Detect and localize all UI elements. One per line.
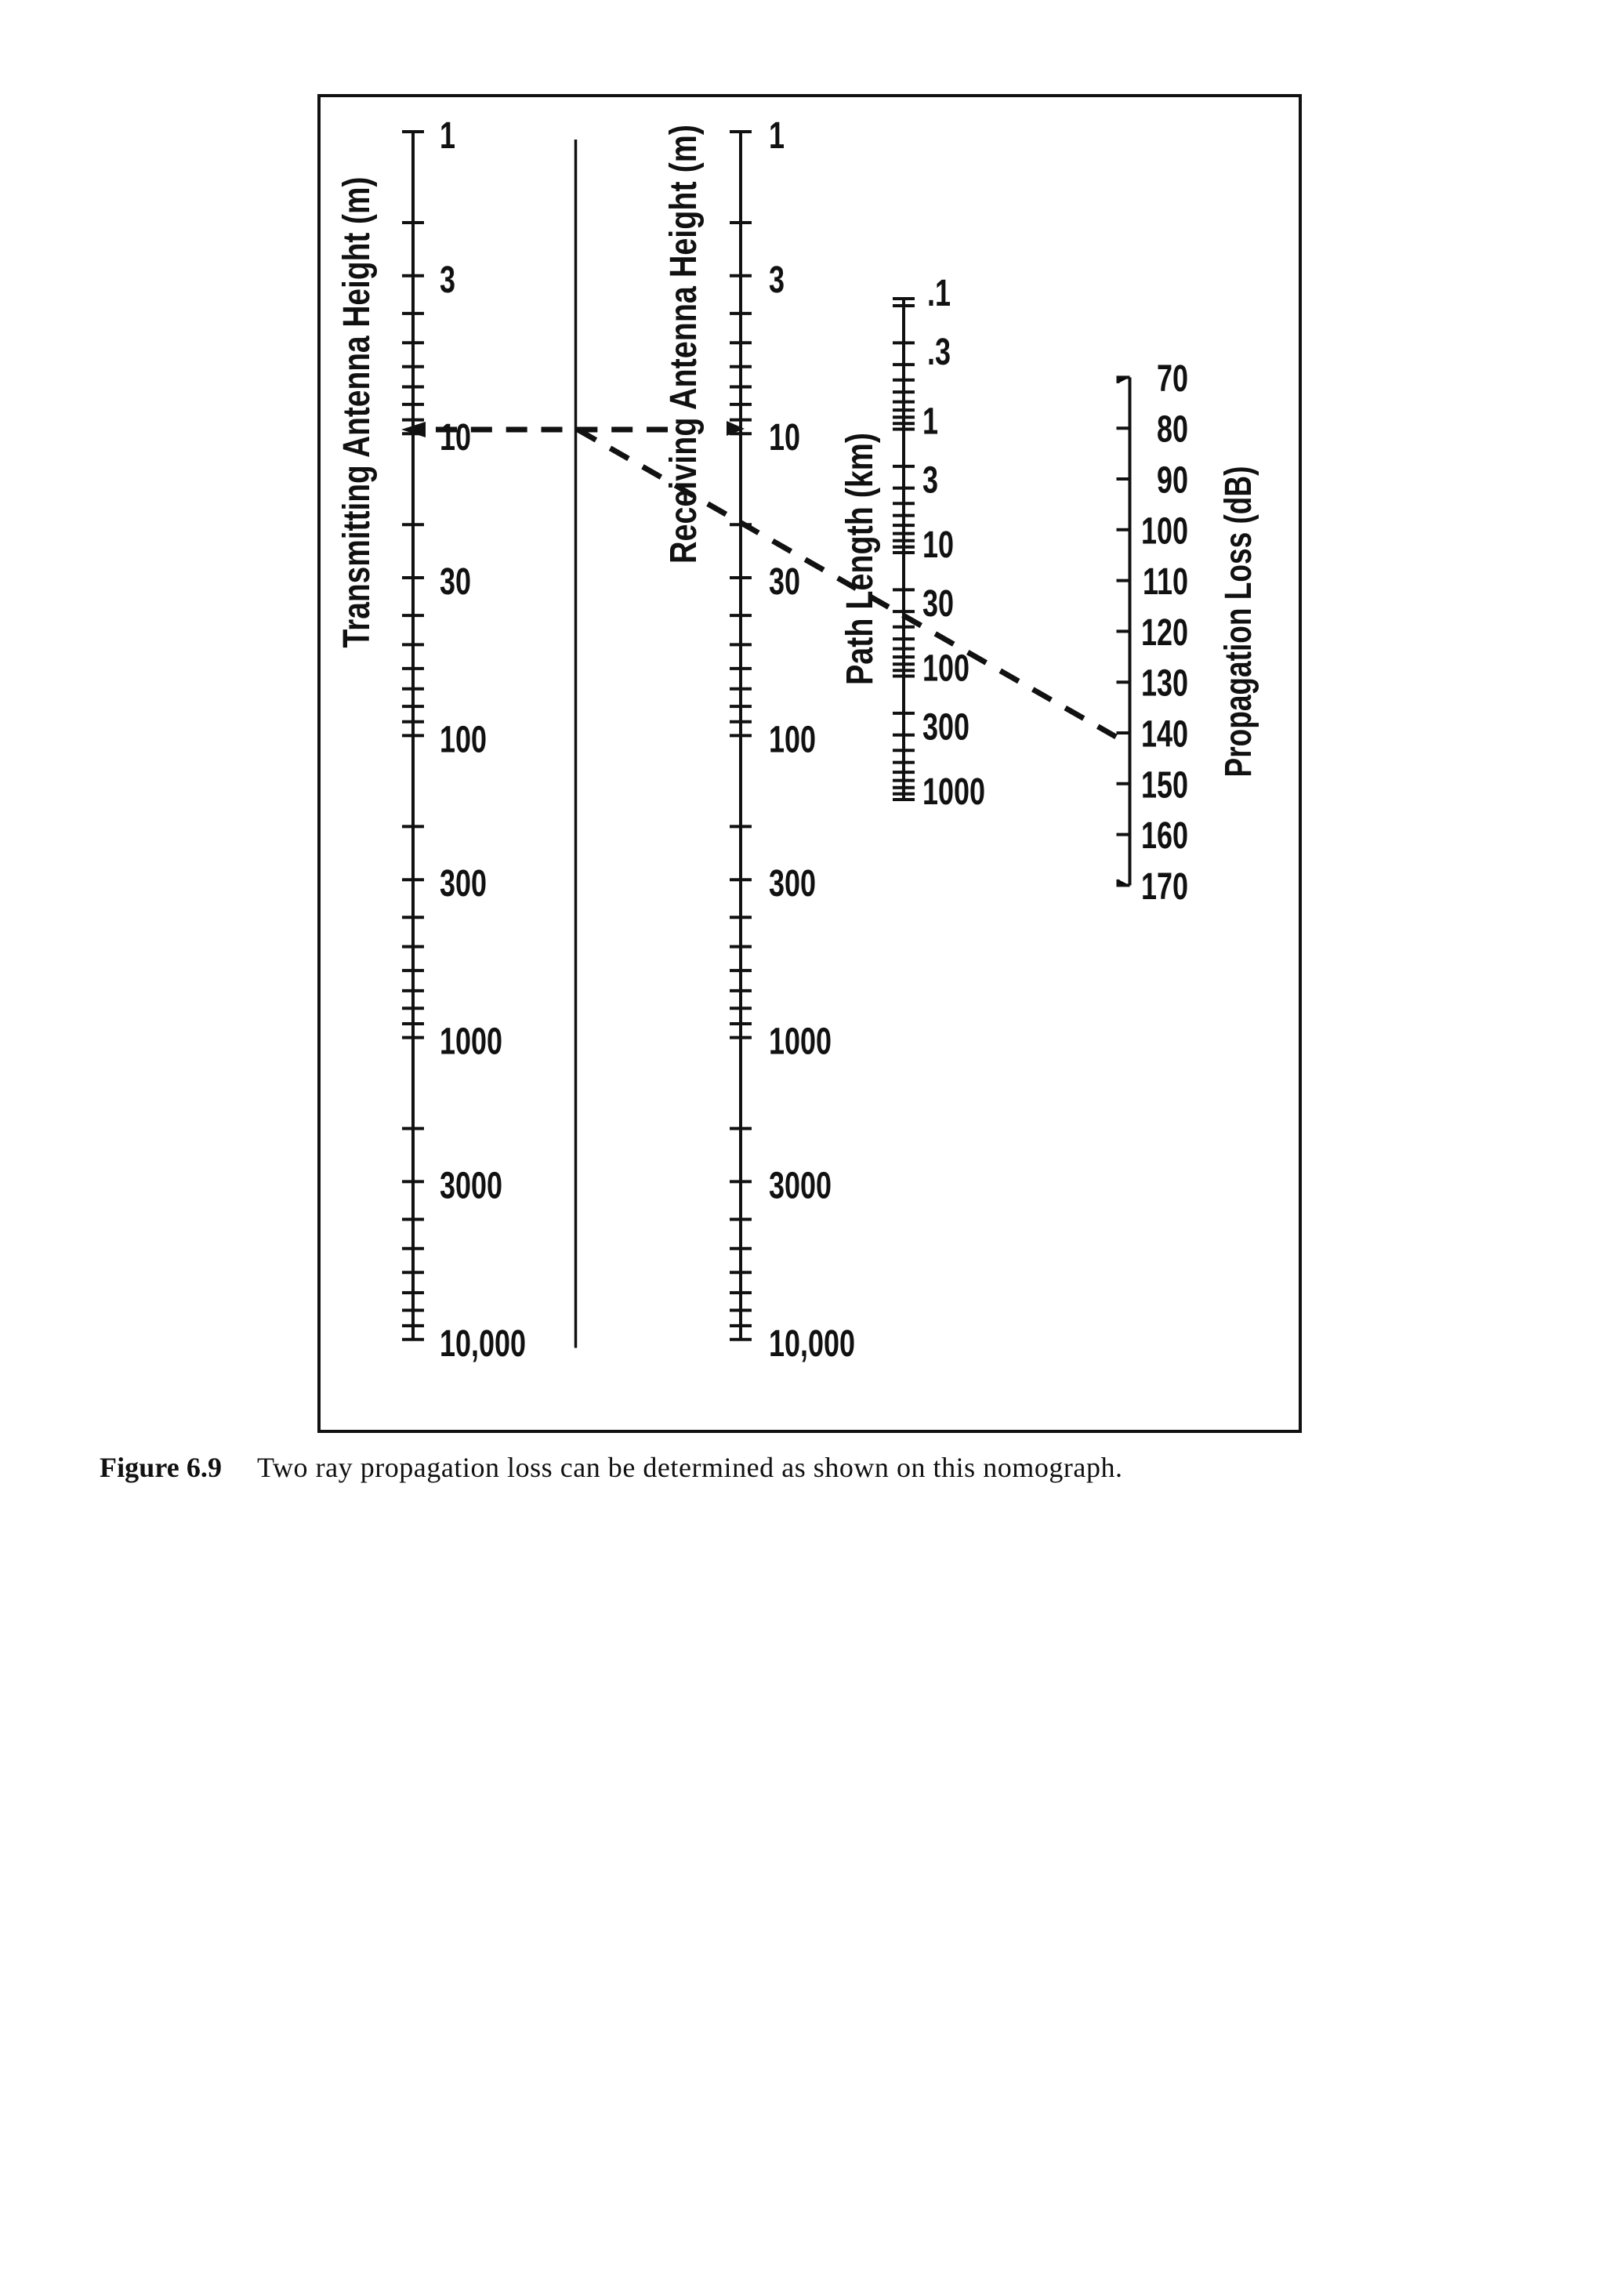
svg-text:Receiving Antenna Height (m): Receiving Antenna Height (m) <box>663 125 705 564</box>
svg-text:100: 100 <box>440 718 487 760</box>
svg-text:3000: 3000 <box>769 1164 832 1206</box>
svg-text:10,000: 10,000 <box>440 1322 526 1364</box>
svg-text:1: 1 <box>769 114 785 156</box>
svg-text:140: 140 <box>1141 713 1188 755</box>
svg-text:30: 30 <box>922 582 954 624</box>
svg-text:80: 80 <box>1157 408 1188 450</box>
svg-text:30: 30 <box>769 560 800 602</box>
svg-text:10: 10 <box>922 524 954 565</box>
svg-text:150: 150 <box>1141 764 1188 805</box>
svg-text:130: 130 <box>1141 662 1188 704</box>
svg-text:.3: .3 <box>927 331 951 372</box>
svg-text:170: 170 <box>1141 865 1188 907</box>
svg-text:110: 110 <box>1143 560 1188 602</box>
svg-text:Figure 6.9: Figure 6.9 <box>100 1452 222 1483</box>
svg-text:Transmitting Antenna Height (m: Transmitting Antenna Height (m) <box>336 177 378 648</box>
svg-text:3000: 3000 <box>440 1164 502 1206</box>
svg-text:1: 1 <box>440 114 455 156</box>
svg-text:120: 120 <box>1141 611 1188 653</box>
svg-text:100: 100 <box>769 718 816 760</box>
svg-text:10: 10 <box>440 416 471 458</box>
svg-text:Propagation Loss (dB): Propagation Loss (dB) <box>1218 466 1259 778</box>
svg-text:Path Length (km): Path Length (km) <box>839 433 881 685</box>
svg-text:10: 10 <box>769 416 800 458</box>
svg-text:1000: 1000 <box>769 1021 832 1062</box>
svg-text:10,000: 10,000 <box>769 1322 855 1364</box>
svg-text:3: 3 <box>769 259 785 300</box>
svg-text:100: 100 <box>1141 510 1188 551</box>
svg-text:300: 300 <box>769 862 816 904</box>
svg-text:3: 3 <box>922 459 938 501</box>
svg-text:1000: 1000 <box>440 1021 502 1062</box>
svg-text:3: 3 <box>440 259 455 300</box>
svg-text:30: 30 <box>440 560 471 602</box>
svg-text:70: 70 <box>1157 357 1188 399</box>
svg-text:90: 90 <box>1157 459 1188 501</box>
svg-text:1: 1 <box>922 401 938 442</box>
svg-text:.1: .1 <box>927 272 951 314</box>
svg-text:1000: 1000 <box>922 771 985 812</box>
svg-text:300: 300 <box>922 706 969 748</box>
svg-text:300: 300 <box>440 862 487 904</box>
svg-text:100: 100 <box>922 647 969 689</box>
svg-text:160: 160 <box>1141 814 1188 856</box>
svg-text:Two ray propagation loss can b: Two ray propagation loss can be determin… <box>257 1452 1122 1483</box>
